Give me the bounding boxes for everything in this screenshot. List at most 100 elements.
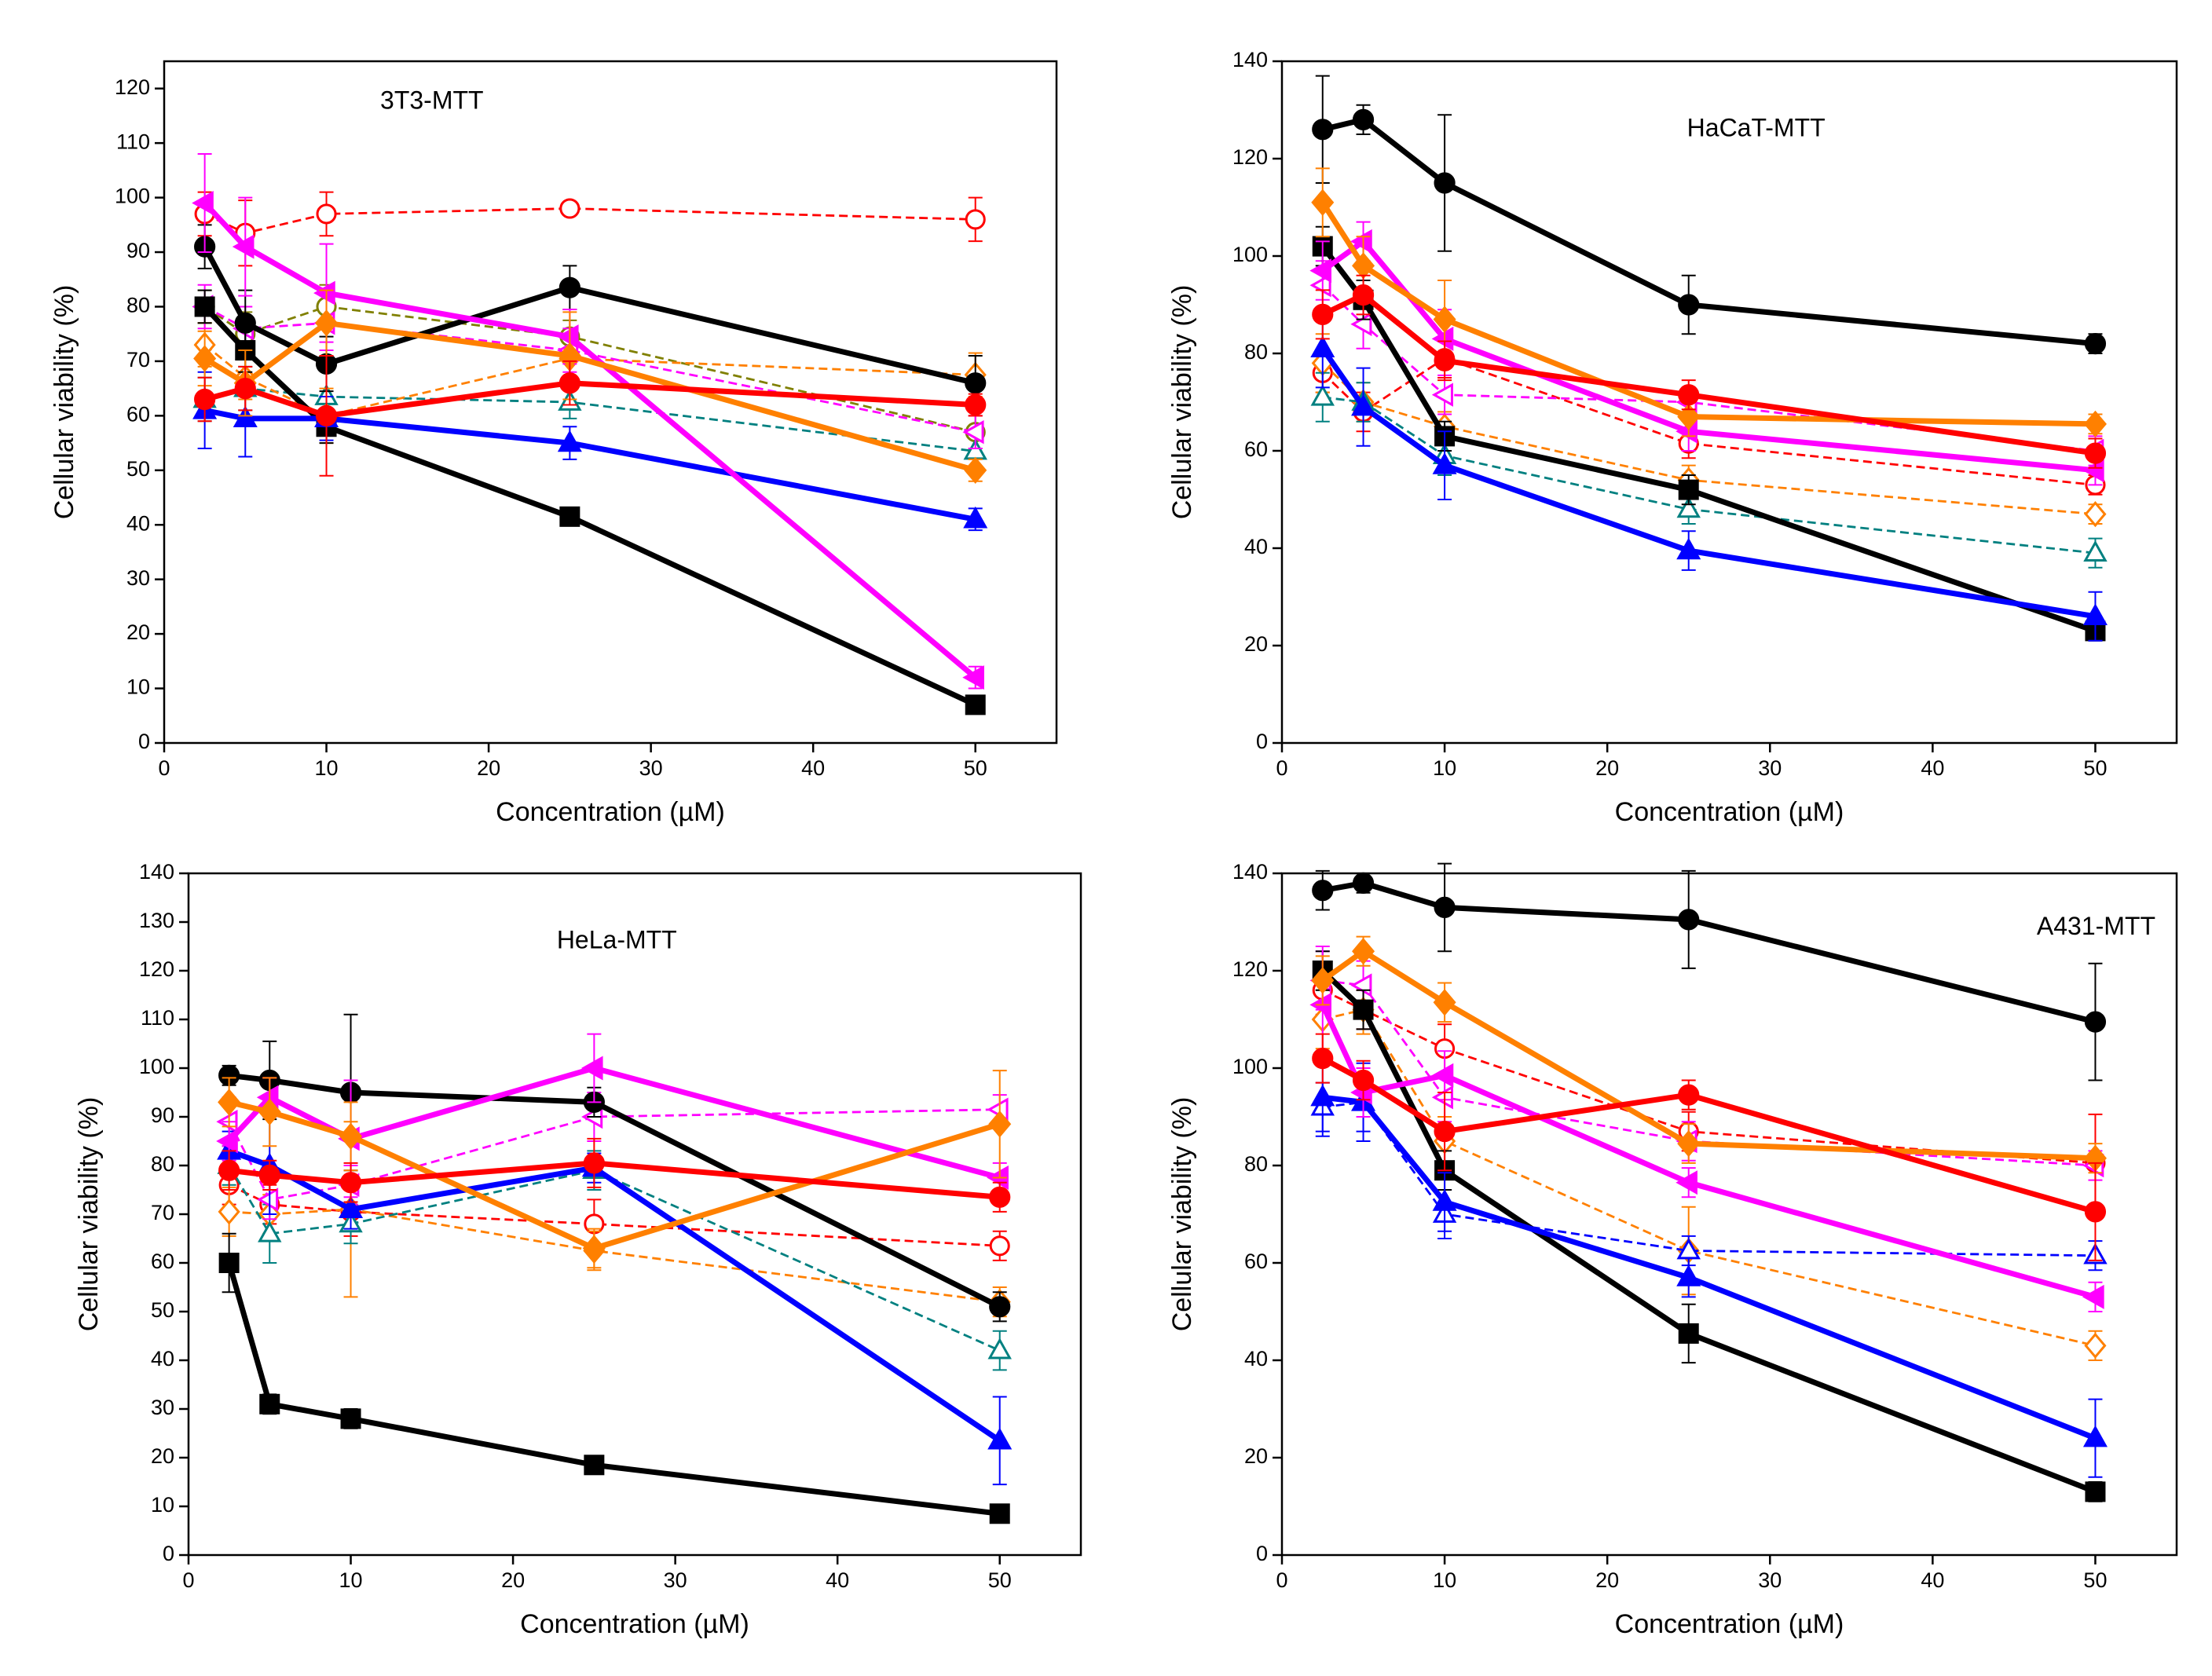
panel: 0 10 20 30 40 50 0 20 40 60 80 100 120 140 Concentrati… [1167, 860, 2178, 1639]
data-point [258, 1164, 280, 1187]
data-point [339, 1172, 362, 1194]
x-tick-label: 20 [1595, 1568, 1619, 1592]
y-tick-label: 50 [151, 1298, 174, 1322]
x-tick-label: 20 [477, 756, 500, 780]
series [1309, 946, 2104, 1312]
y-tick-label: 120 [1232, 145, 1268, 169]
x-tick-label: 0 [158, 756, 170, 780]
x-tick-label: 20 [501, 1568, 525, 1592]
y-tick-label: 20 [1244, 632, 1268, 656]
data-point [218, 1198, 240, 1225]
plot-frame [1280, 872, 2178, 1557]
y-tick-label: 80 [151, 1152, 174, 1176]
data-point [987, 1427, 1013, 1450]
x-tick-label: 40 [801, 756, 825, 780]
y-tick-label: 10 [126, 675, 150, 699]
y-tick-label: 100 [1232, 243, 1268, 266]
y-tick-label: 40 [1244, 535, 1268, 558]
y-tick-label: 60 [1244, 437, 1268, 461]
y-tick-label: 80 [1244, 1152, 1268, 1176]
series [1311, 935, 2107, 1174]
data-point [962, 665, 984, 690]
panel-title: HaCaT-MTT [1687, 113, 1826, 141]
x-tick-label: 50 [2083, 1568, 2107, 1592]
y-tick-label: 40 [126, 511, 150, 535]
data-point [315, 309, 339, 337]
dashed-line [1322, 1008, 2096, 1347]
series [194, 191, 986, 267]
data-point [989, 1235, 1010, 1257]
data-point [1432, 452, 1457, 474]
y-tick-label: 140 [139, 860, 174, 884]
data-point [1676, 1264, 1701, 1286]
series [192, 284, 984, 450]
data-point [1432, 1189, 1457, 1211]
y-tick-label: 70 [151, 1201, 174, 1224]
data-point [1309, 258, 1331, 284]
data-point [193, 345, 217, 372]
y-axis-label: Cellular viability (%) [49, 285, 79, 520]
data-point [965, 372, 987, 394]
data-point [258, 1220, 282, 1242]
data-point [234, 312, 256, 334]
data-point [1310, 1084, 1335, 1107]
series [1312, 1033, 2107, 1261]
data-point [1677, 1129, 1701, 1158]
panel-title: 3T3-MTT [380, 86, 484, 115]
y-tick-label: 110 [141, 1006, 174, 1030]
data-point [315, 404, 338, 426]
data-point [1311, 967, 1335, 994]
x-axis-label: Concentration (µM) [1615, 1609, 1844, 1639]
data-point [556, 324, 579, 349]
data-point [218, 1253, 240, 1273]
y-tick-label: 100 [139, 1055, 174, 1078]
data-point [1678, 1323, 1699, 1344]
series [194, 284, 986, 450]
data-point [1353, 999, 1374, 1020]
dashed-line [228, 1165, 1001, 1352]
data-point [558, 276, 580, 298]
y-tick-label: 20 [1244, 1444, 1268, 1468]
data-point [2084, 1011, 2107, 1033]
y-tick-label: 60 [1244, 1250, 1268, 1273]
data-point [313, 280, 335, 306]
data-point [1312, 303, 1334, 325]
y-tick-label: 90 [126, 239, 150, 262]
line [1322, 1094, 2097, 1441]
y-tick-label: 40 [1244, 1347, 1268, 1370]
x-tick-label: 10 [1433, 756, 1456, 780]
y-tick-label: 30 [151, 1396, 174, 1419]
data-point [965, 393, 987, 416]
data-point [987, 1338, 1012, 1359]
data-point [1678, 479, 1699, 500]
plot-frame [163, 60, 1058, 745]
data-point [1352, 284, 1375, 306]
data-point [259, 1393, 280, 1414]
x-tick-label: 10 [339, 1568, 363, 1592]
x-tick-label: 50 [964, 756, 987, 780]
x-tick-label: 20 [1595, 756, 1619, 780]
y-tick-label: 20 [151, 1444, 174, 1468]
x-tick-label: 10 [1433, 1568, 1456, 1592]
y-axis-label: Cellular viability (%) [1167, 285, 1197, 520]
data-point [1434, 1121, 1456, 1143]
y-tick-label: 0 [1256, 730, 1268, 753]
data-point [1431, 1085, 1453, 1110]
data-point [340, 1408, 361, 1429]
plot-frame [1280, 60, 2178, 745]
y-tick-label: 100 [1232, 1055, 1268, 1078]
data-point [1352, 938, 1375, 965]
data-point [1434, 896, 1456, 919]
y-tick-label: 0 [138, 730, 150, 753]
x-tick-label: 40 [1921, 1568, 1944, 1592]
data-point [965, 694, 986, 715]
series [1311, 167, 2107, 438]
data-point [1431, 326, 1454, 351]
data-point [2084, 1332, 2107, 1359]
data-point [2082, 1284, 2104, 1309]
data-point [316, 203, 337, 225]
data-point [2084, 500, 2107, 528]
data-point [584, 1455, 605, 1476]
y-tick-label: 20 [126, 620, 150, 644]
data-point [2085, 1481, 2106, 1502]
